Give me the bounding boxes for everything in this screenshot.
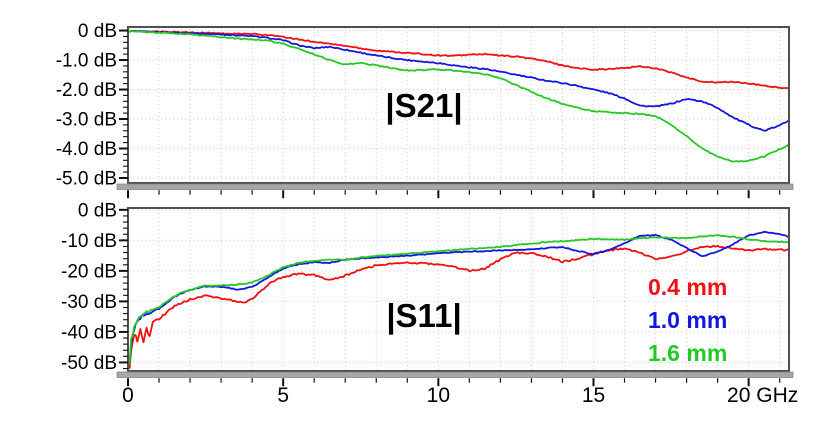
s11-x-axis-label: 10: [427, 384, 450, 407]
s21-plot-frame: [127, 26, 790, 184]
s21-axis-bar: [116, 183, 794, 190]
s21-y-axis-label: -2.0 dB: [56, 80, 117, 101]
s21-trace-1.6mm: [128, 30, 789, 163]
legend-entry-1.0mm: 1.0 mm: [648, 307, 728, 333]
s11-y-axis-label: -30 dB: [61, 292, 117, 313]
s21-chart: 0 dB -1.0 dB -2.0 dB -3.0 dB -4.0 dB -5.0 dB: [56, 21, 794, 199]
s11-chart-title: |S11|: [386, 297, 462, 334]
s11-trace-1.6mm: [128, 234, 789, 365]
s11-chart: 0 5 10 15 20 GHz 0 dB -10 dB -20 dB -30 dB -40 dB…: [61, 200, 798, 407]
s21-y-axis-label: -5.0 dB: [56, 168, 117, 189]
s21-y-axis-label: -1.0 dB: [56, 51, 117, 72]
trace-legend: 0.4 mm 1.0 mm 1.6 mm: [648, 271, 727, 370]
s11-trace-0.4mm: [128, 244, 789, 369]
s21-chart-title: |S21|: [385, 87, 463, 124]
s21-y-axis-label: 0 dB: [78, 21, 117, 42]
s21-trace-1.0mm: [128, 29, 789, 132]
s11-axis-bar: [116, 371, 794, 378]
s21-trace-0.4mm: [128, 29, 789, 90]
s11-y-axis-label: -40 dB: [61, 322, 117, 343]
s11-x-axis-label: 0: [122, 384, 134, 407]
s21-y-axis-label: -4.0 dB: [56, 139, 117, 160]
s21-y-axis-label: -3.0 dB: [56, 110, 117, 131]
s11-y-axis-label: -50 dB: [61, 353, 117, 374]
s11-y-axis-label: -10 dB: [61, 231, 117, 252]
s11-trace-1.0mm: [128, 230, 789, 365]
s11-x-axis-label: 20 GHz: [727, 384, 798, 407]
legend-entry-0.4mm: 0.4 mm: [648, 274, 728, 300]
s11-x-axis-label: 15: [582, 384, 605, 407]
s11-y-axis-label: -20 dB: [61, 261, 117, 282]
s11-y-axis-label: 0 dB: [78, 200, 117, 221]
legend-entry-1.6mm: 1.6 mm: [648, 340, 728, 366]
s11-x-axis-label: 5: [277, 384, 289, 407]
